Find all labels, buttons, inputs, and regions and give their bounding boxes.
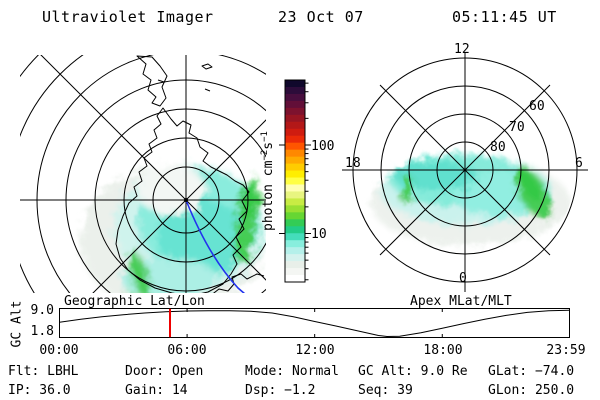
pole-marker-dot [184, 198, 188, 202]
strip-xtick-0600: 06:00 [167, 343, 207, 358]
status-dsp: Dsp: −1.2 [245, 383, 316, 398]
coastline [115, 55, 265, 293]
magnetic-polar-plot [342, 52, 588, 292]
mag-plot-caption: Apex MLat/MLT [410, 294, 512, 309]
strip-xtick-0000: 00:00 [39, 343, 79, 358]
strip-xtick-1800: 18:00 [423, 343, 463, 358]
geo-plot-caption: Geographic Lat/Lon [64, 294, 205, 309]
mlat-label-70: 70 [509, 120, 525, 135]
status-gc-alt: GC Alt: 9.0 Re [358, 364, 468, 379]
status-mode: Mode: Normal [245, 364, 339, 379]
altitude-strip-chart [59, 308, 570, 338]
strip-xtick-2359: 23:59 [546, 343, 586, 358]
status-ip: IP: 36.0 [8, 383, 71, 398]
colorbar-tick-100: 100 [311, 139, 335, 154]
strip-ytick-18: 1.8 [30, 324, 54, 339]
mlat-label-60: 60 [529, 99, 545, 114]
mlat-mlt-grid [342, 52, 588, 292]
mlt-label-0: 0 [459, 271, 467, 286]
strip-xtick-1200: 12:00 [295, 343, 335, 358]
status-gain: Gain: 14 [125, 383, 188, 398]
status-glat: GLat: −74.0 [488, 364, 575, 379]
status-seq: Seq: 39 [358, 383, 413, 398]
spacecraft-track [185, 199, 246, 293]
mlt-label-12: 12 [454, 42, 470, 57]
mlat-label-80: 80 [490, 140, 506, 155]
instrument-title: Ultraviolet Imager [42, 8, 214, 26]
geographic-polar-plot [20, 55, 266, 293]
colorbar-tick-10: 10 [311, 227, 327, 242]
mlt-label-6: 6 [575, 156, 583, 171]
status-glon: GLon: 250.0 [488, 383, 575, 398]
status-filter: Flt: LBHL [8, 364, 79, 379]
mlt-label-18: 18 [345, 156, 361, 171]
date-label: 23 Oct 07 [278, 8, 364, 26]
aurora-emission-mag [370, 154, 570, 246]
time-label: 05:11:45 UT [452, 8, 557, 26]
aurora-emission-geo [80, 165, 266, 293]
colorbar [279, 79, 311, 283]
strip-ytick-9: 9.0 [30, 303, 54, 318]
status-door: Door: Open [125, 364, 204, 379]
